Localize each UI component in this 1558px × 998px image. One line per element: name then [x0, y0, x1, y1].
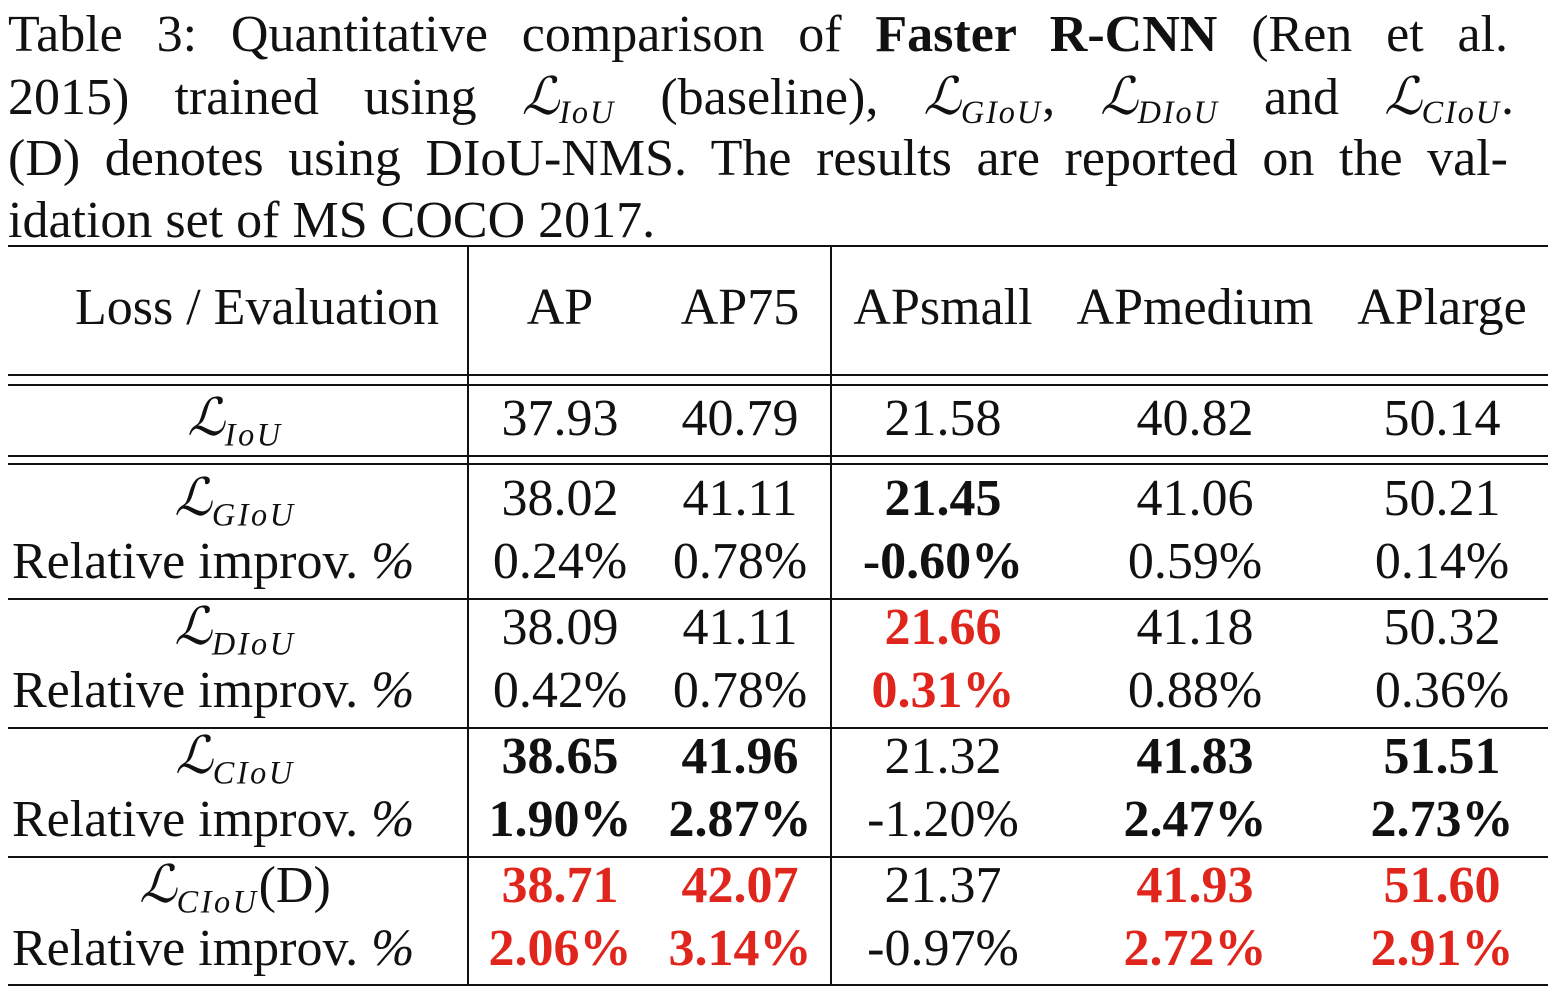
metric-value: 38.02: [501, 470, 619, 527]
relative-improvement-value: 0.24%: [492, 533, 628, 590]
caption-line-3: (D) denotes using DIoU-NMS. The results …: [8, 130, 1508, 187]
relative-improvement-value: 0.14%: [1374, 533, 1510, 590]
metric-value: 42.07: [681, 857, 799, 914]
relative-improvement-value: 2.72%: [1123, 920, 1267, 977]
caption-line-2: 2015) trained using ℒIoU (baseline), ℒGI…: [8, 69, 1515, 131]
column-header: AP75: [680, 279, 800, 336]
column-header: Loss / Evaluation: [75, 279, 439, 336]
relative-improvement-value: 0.31%: [871, 662, 1015, 719]
metric-value: 21.37: [884, 857, 1002, 914]
relative-improvement-value: -0.60%: [862, 533, 1024, 590]
loss-name: ℒCIoU: [175, 728, 295, 791]
loss-iou-symbol: ℒIoU: [521, 69, 616, 131]
column-header: APlarge: [1357, 279, 1527, 336]
table-rule: [8, 856, 1548, 858]
metric-value: 38.71: [501, 857, 619, 914]
relative-improvement-value: 2.73%: [1370, 791, 1514, 848]
metric-value: 50.21: [1383, 470, 1501, 527]
relative-improvement-value: 0.78%: [672, 662, 808, 719]
metric-value: 38.09: [501, 599, 619, 656]
table-rule: [8, 463, 1548, 465]
relative-improvement-value: 0.78%: [672, 533, 808, 590]
baseline-value: 37.93: [501, 390, 619, 447]
relative-improvement-value: -0.97%: [867, 920, 1019, 977]
loss-name: ℒIoU: [187, 390, 283, 453]
metric-value: 41.96: [681, 728, 799, 785]
metric-value: 21.66: [884, 599, 1002, 656]
metric-value: 50.32: [1383, 599, 1501, 656]
relative-improvement-value: 0.88%: [1127, 662, 1263, 719]
baseline-value: 40.79: [681, 390, 799, 447]
relative-improvement-value: 2.06%: [488, 920, 632, 977]
relative-improvement-value: 2.91%: [1370, 920, 1514, 977]
relative-improvement-value: 0.59%: [1127, 533, 1263, 590]
metric-value: 41.93: [1136, 857, 1254, 914]
metric-value: 38.65: [501, 728, 619, 785]
column-header: APmedium: [1076, 279, 1314, 336]
column-header: APsmall: [853, 279, 1033, 336]
relative-improvement-value: 0.42%: [492, 662, 628, 719]
caption-line-4: idation set of MS COCO 2017.: [8, 192, 656, 249]
metric-value: 41.06: [1136, 470, 1254, 527]
caption-label: Table 3:: [8, 6, 198, 63]
relative-improvement-label: Relative improv. %: [12, 533, 415, 590]
table-rule: [8, 455, 1548, 457]
column-divider: [467, 247, 469, 985]
table-rule: [8, 374, 1548, 376]
column-divider: [830, 247, 832, 985]
metric-value: 41.11: [682, 599, 798, 656]
baseline-value: 40.82: [1136, 390, 1254, 447]
metric-value: 41.18: [1136, 599, 1254, 656]
table-rule: [8, 984, 1548, 986]
relative-improvement-label: Relative improv. %: [12, 791, 415, 848]
caption-line-1: Table 3: Quantitative comparison of Fast…: [8, 6, 1509, 63]
baseline-value: 21.58: [884, 390, 1002, 447]
loss-name: ℒGIoU: [174, 470, 296, 533]
loss-name: ℒCIoU(D): [139, 857, 331, 920]
metric-value: 41.83: [1136, 728, 1254, 785]
relative-improvement-value: 2.87%: [668, 791, 812, 848]
loss-name: ℒDIoU: [174, 599, 296, 662]
table-rule: [8, 598, 1548, 600]
metric-value: 51.60: [1383, 857, 1501, 914]
metric-value: 51.51: [1383, 728, 1501, 785]
loss-diou-symbol: ℒDIoU: [1100, 69, 1219, 131]
relative-improvement-value: 0.36%: [1374, 662, 1510, 719]
relative-improvement-label: Relative improv. %: [12, 662, 415, 719]
metric-value: 21.45: [884, 470, 1002, 527]
model-name: Faster R-CNN: [875, 6, 1218, 63]
table-rule: [8, 245, 1548, 247]
relative-improvement-label: Relative improv. %: [12, 920, 415, 977]
relative-improvement-value: -1.20%: [867, 791, 1019, 848]
baseline-value: 50.14: [1383, 390, 1501, 447]
metric-value: 21.32: [884, 728, 1002, 785]
relative-improvement-value: 2.47%: [1123, 791, 1267, 848]
column-header: AP: [526, 279, 594, 336]
relative-improvement-value: 3.14%: [668, 920, 812, 977]
metric-value: 41.11: [682, 470, 798, 527]
loss-ciou-symbol: ℒCIoU: [1384, 69, 1502, 131]
loss-giou-symbol: ℒGIoU: [923, 69, 1043, 131]
table-rule: [8, 727, 1548, 729]
table-rule: [8, 384, 1548, 386]
relative-improvement-value: 1.90%: [488, 791, 632, 848]
